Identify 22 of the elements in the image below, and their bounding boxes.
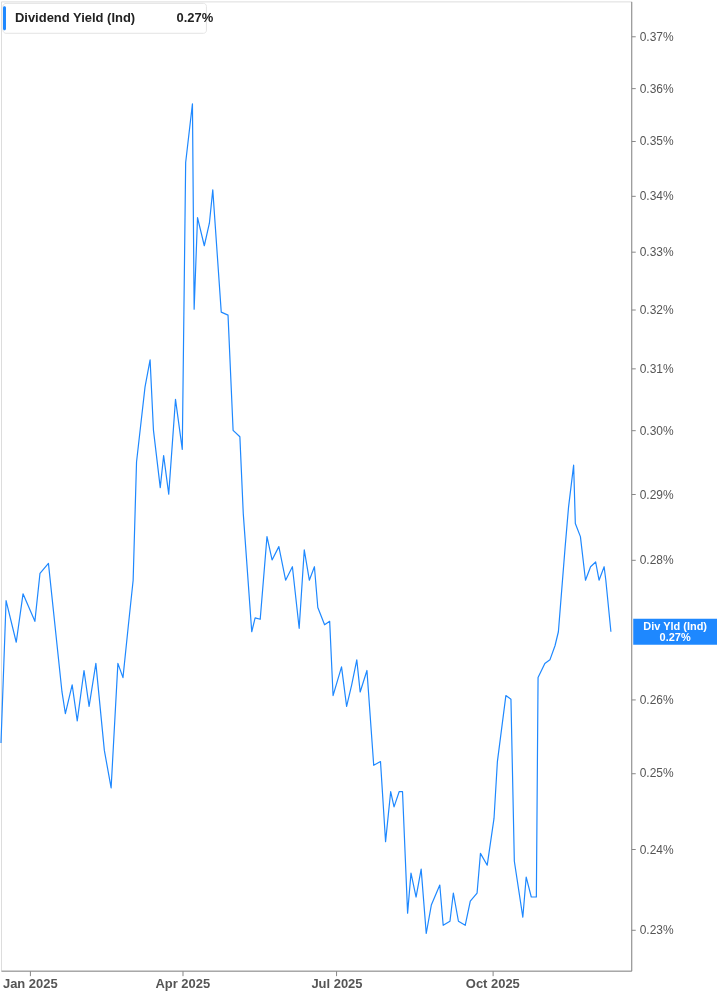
- annotation: Div Yld (Ind) 0.27%: [643, 619, 708, 643]
- y-tick-label: 0.29%: [639, 487, 674, 502]
- y-tick-label: 0.31%: [639, 362, 674, 377]
- x-tick-label: Jan 2025: [2, 976, 58, 992]
- legend-label: Dividend Yield (Ind): [14, 10, 136, 26]
- y-tick-label: 0.36%: [639, 81, 674, 96]
- y-tick-label: 0.33%: [639, 244, 674, 259]
- x-tick-label: Apr 2025: [155, 976, 211, 992]
- y-tick-label: 0.26%: [639, 692, 674, 707]
- y-tick-label: 0.30%: [639, 423, 674, 438]
- y-tick-label: 0.34%: [639, 188, 674, 203]
- y-tick-label: 0.23%: [639, 922, 674, 937]
- line-series: [0, 103, 612, 935]
- y-tick-label: 0.37%: [639, 30, 674, 45]
- y-tick-label: 0.32%: [639, 302, 674, 317]
- y-tick-label: 0.35%: [639, 134, 674, 149]
- x-tick-label: Jul 2025: [311, 976, 363, 992]
- y-tick-label: 0.25%: [639, 766, 674, 781]
- y-tick-label: 0.24%: [639, 842, 674, 857]
- annotation: 0.27%: [176, 10, 214, 26]
- y-tick-label: 0.28%: [639, 553, 674, 568]
- x-tick-label: Oct 2025: [465, 976, 520, 992]
